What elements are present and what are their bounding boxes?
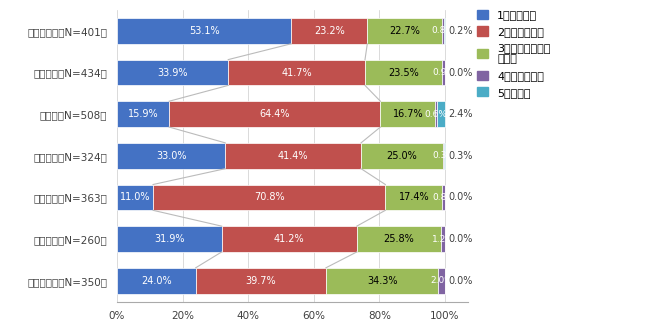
Text: 34.3%: 34.3%: [367, 276, 397, 286]
Bar: [117, 185, 153, 210]
Bar: [228, 60, 365, 85]
Bar: [442, 60, 445, 85]
Text: 0.0%: 0.0%: [448, 192, 473, 202]
Bar: [196, 268, 326, 293]
Text: 0.9%: 0.9%: [432, 68, 455, 77]
Text: 22.7%: 22.7%: [389, 26, 420, 36]
Bar: [357, 226, 441, 252]
Bar: [291, 18, 367, 44]
Bar: [436, 101, 437, 127]
Text: 41.2%: 41.2%: [274, 234, 305, 244]
Text: 0.3%: 0.3%: [448, 151, 473, 161]
Text: 11.0%: 11.0%: [120, 192, 150, 202]
Text: 41.4%: 41.4%: [278, 151, 308, 161]
Bar: [117, 18, 291, 44]
Bar: [117, 101, 169, 127]
Text: 70.8%: 70.8%: [254, 192, 285, 202]
Text: 2.4%: 2.4%: [448, 109, 473, 119]
Text: 64.4%: 64.4%: [259, 109, 290, 119]
Text: 0.0%: 0.0%: [448, 234, 473, 244]
Text: 0.2%: 0.2%: [448, 26, 473, 36]
Text: 25.0%: 25.0%: [387, 151, 417, 161]
Bar: [365, 60, 442, 85]
Bar: [117, 268, 196, 293]
Text: 0.8%: 0.8%: [432, 26, 454, 36]
Bar: [117, 226, 222, 252]
Text: 15.9%: 15.9%: [128, 109, 159, 119]
Bar: [222, 226, 357, 252]
Bar: [153, 185, 385, 210]
Text: 31.9%: 31.9%: [154, 234, 185, 244]
Bar: [380, 101, 436, 127]
Bar: [226, 143, 361, 169]
Text: 17.4%: 17.4%: [398, 192, 429, 202]
Text: 1.2%: 1.2%: [432, 234, 455, 244]
Bar: [439, 268, 445, 293]
Text: 23.5%: 23.5%: [388, 68, 419, 77]
Text: 39.7%: 39.7%: [246, 276, 276, 286]
Text: 33.0%: 33.0%: [156, 151, 187, 161]
Text: 2.0%: 2.0%: [430, 276, 453, 285]
Bar: [169, 101, 380, 127]
Bar: [443, 143, 444, 169]
Text: 41.7%: 41.7%: [281, 68, 312, 77]
Text: 0.6%: 0.6%: [424, 110, 448, 119]
Text: 0.8%: 0.8%: [432, 193, 455, 202]
Bar: [361, 143, 443, 169]
Bar: [444, 143, 445, 169]
Text: 33.9%: 33.9%: [157, 68, 188, 77]
Text: 0.0%: 0.0%: [448, 276, 473, 286]
Text: 53.1%: 53.1%: [188, 26, 220, 36]
Bar: [367, 18, 442, 44]
Bar: [441, 226, 445, 252]
Bar: [326, 268, 439, 293]
Bar: [117, 143, 226, 169]
Legend: 1　支持する, 2　支持しない, 3　どちらともい
えない, 4　わからない, 5　無回答: 1 支持する, 2 支持しない, 3 どちらともい えない, 4 わからない, …: [477, 10, 551, 97]
Bar: [437, 101, 445, 127]
Text: 23.2%: 23.2%: [314, 26, 344, 36]
Text: 0.0%: 0.0%: [448, 68, 473, 77]
Bar: [443, 185, 445, 210]
Text: 25.8%: 25.8%: [384, 234, 415, 244]
Text: 24.0%: 24.0%: [141, 276, 172, 286]
Bar: [385, 185, 443, 210]
Text: 16.7%: 16.7%: [393, 109, 423, 119]
Bar: [442, 18, 445, 44]
Bar: [117, 60, 228, 85]
Text: 0.3%: 0.3%: [432, 151, 455, 160]
